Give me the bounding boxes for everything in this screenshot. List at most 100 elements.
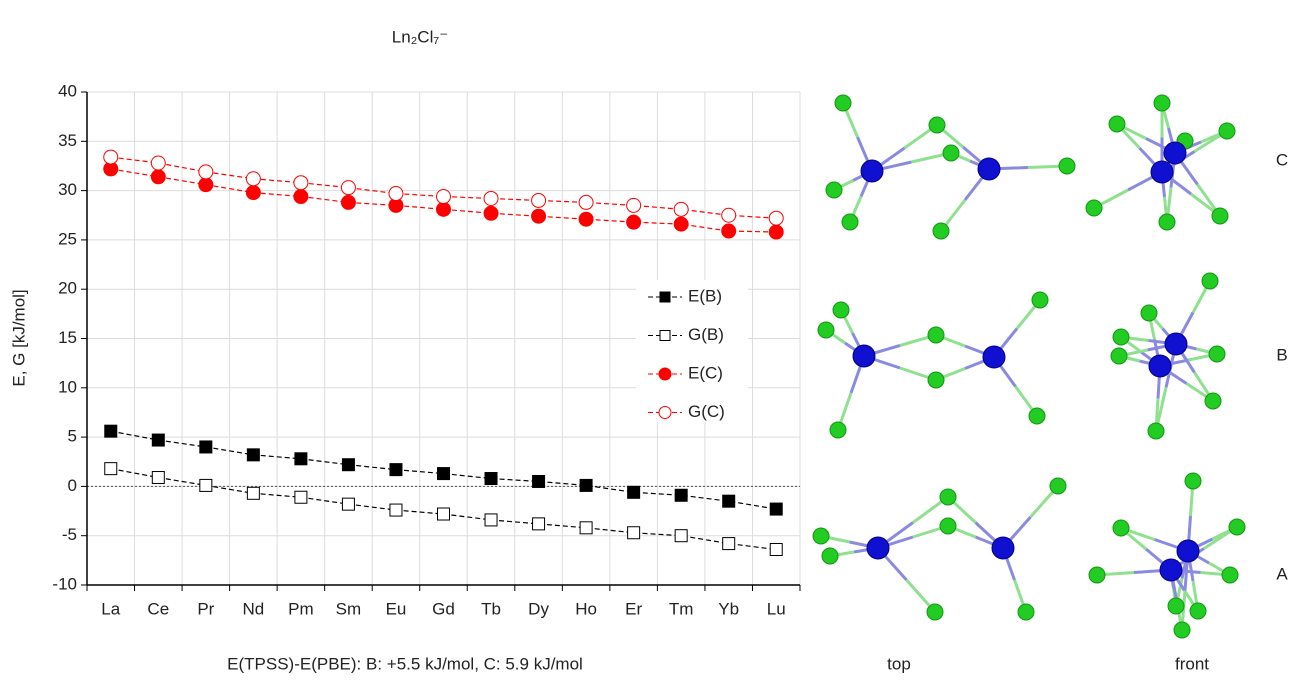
ln-atom xyxy=(1160,559,1182,581)
marker xyxy=(628,527,640,539)
marker xyxy=(295,491,307,503)
marker xyxy=(722,224,736,238)
marker xyxy=(341,195,355,209)
cl-atom xyxy=(822,548,838,564)
cl-atom xyxy=(1190,603,1206,619)
cl-atom xyxy=(1212,208,1228,224)
marker xyxy=(437,190,451,204)
cl-atom xyxy=(1209,346,1225,362)
marker xyxy=(199,178,213,192)
y-tick-label: 10 xyxy=(58,377,77,396)
y-tick-label: 35 xyxy=(58,131,77,150)
marker xyxy=(200,441,212,453)
cl-atom xyxy=(1154,95,1170,111)
marker xyxy=(675,530,687,542)
ln-atom xyxy=(1177,540,1199,562)
ln-atom xyxy=(867,537,889,559)
structure-label: A xyxy=(1276,564,1288,583)
marker xyxy=(152,472,164,484)
view-label: front xyxy=(1175,654,1209,673)
cl-atom xyxy=(830,422,846,438)
legend-marker xyxy=(660,331,670,341)
marker xyxy=(200,479,212,491)
marker xyxy=(438,508,450,520)
cl-atom xyxy=(928,327,944,343)
ln-atom xyxy=(1149,355,1171,377)
marker xyxy=(484,206,498,220)
ln-atom xyxy=(1165,333,1187,355)
x-tick-label: La xyxy=(101,599,120,618)
marker xyxy=(246,186,260,200)
marker xyxy=(389,187,403,201)
cl-atom xyxy=(818,322,834,338)
marker xyxy=(532,209,546,223)
marker xyxy=(247,449,259,461)
marker xyxy=(105,425,117,437)
cl-atom xyxy=(1059,158,1075,174)
x-tick-label: Tm xyxy=(669,599,694,618)
marker xyxy=(533,475,545,487)
legend-label: E(C) xyxy=(688,363,723,382)
y-tick-label: 40 xyxy=(58,81,77,100)
note: E(TPSS)-E(PBE): B: +5.5 kJ/mol, C: 5.9 k… xyxy=(227,654,583,673)
cl-atom xyxy=(1089,567,1105,583)
cl-atom xyxy=(940,489,956,505)
legend-marker xyxy=(659,407,671,419)
cl-atom xyxy=(1050,478,1066,494)
x-tick-label: Yb xyxy=(718,599,739,618)
ln-atom xyxy=(978,158,1000,180)
marker xyxy=(104,150,118,164)
marker xyxy=(484,191,498,205)
cl-atom xyxy=(1222,567,1238,583)
y-tick-label: -5 xyxy=(62,525,77,544)
cl-atom xyxy=(813,528,829,544)
cl-atom xyxy=(835,95,851,111)
y-axis-label: E, G [kJ/mol] xyxy=(9,289,28,386)
y-tick-label: 25 xyxy=(58,229,77,248)
marker xyxy=(151,170,165,184)
y-tick-label: 30 xyxy=(58,180,77,199)
cl-atom xyxy=(1113,329,1129,345)
cl-atom xyxy=(929,117,945,133)
structure-label: B xyxy=(1276,345,1287,364)
marker xyxy=(533,518,545,530)
legend-marker xyxy=(659,368,671,380)
marker xyxy=(532,193,546,207)
marker xyxy=(769,225,783,239)
marker xyxy=(770,503,782,515)
marker xyxy=(485,514,497,526)
marker xyxy=(247,487,259,499)
x-tick-label: Ho xyxy=(575,599,597,618)
cl-atom xyxy=(940,518,956,534)
cl-atom xyxy=(1185,473,1201,489)
y-tick-label: 0 xyxy=(68,476,77,495)
chart: Ln₂Cl₇⁻ E, G [kJ/mol] E(TPSS)-E(PBE): B:… xyxy=(0,0,1294,679)
cl-atom xyxy=(928,372,944,388)
marker xyxy=(674,217,688,231)
x-tick-label: Nd xyxy=(242,599,264,618)
x-tick-label: Dy xyxy=(528,599,549,618)
cl-atom xyxy=(1159,214,1175,230)
ln-atom xyxy=(992,537,1014,559)
marker xyxy=(579,212,593,226)
cl-atom xyxy=(1141,305,1157,321)
chart-title: Ln₂Cl₇⁻ xyxy=(392,27,448,46)
marker xyxy=(579,195,593,209)
cl-atom xyxy=(1205,393,1221,409)
marker xyxy=(723,495,735,507)
marker xyxy=(199,165,213,179)
cl-atom xyxy=(927,604,943,620)
cl-atom xyxy=(1202,273,1218,289)
marker xyxy=(722,208,736,222)
marker xyxy=(627,198,641,212)
marker xyxy=(769,211,783,225)
molecules xyxy=(813,95,1245,638)
y-tick-label: 5 xyxy=(68,427,77,446)
x-tick-label: Ce xyxy=(147,599,169,618)
marker xyxy=(390,504,402,516)
marker xyxy=(580,479,592,491)
cl-atom xyxy=(1029,408,1045,424)
ln-atom xyxy=(1164,142,1186,164)
cl-atom xyxy=(1032,292,1048,308)
x-tick-label: Gd xyxy=(432,599,455,618)
